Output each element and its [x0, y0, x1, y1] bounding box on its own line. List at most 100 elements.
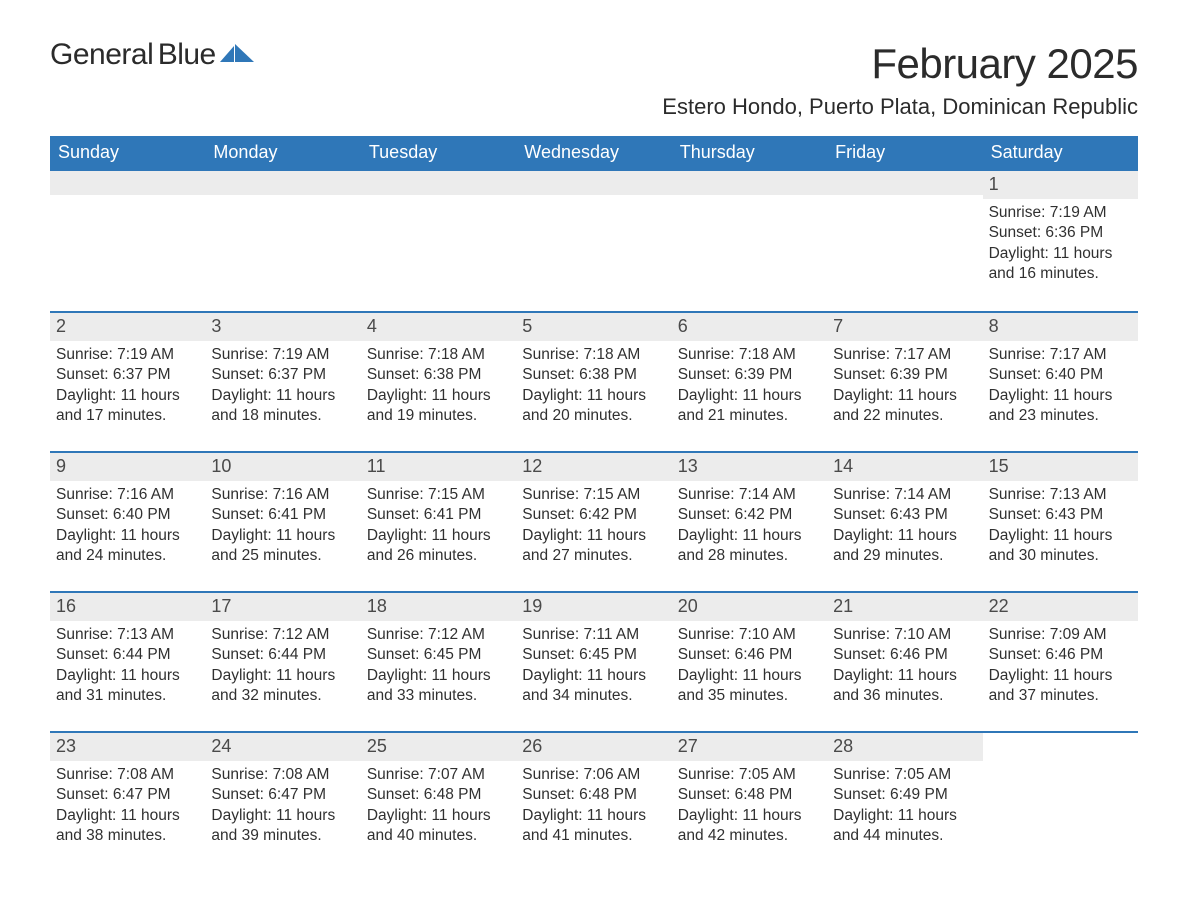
- sunset-text: Sunset: 6:48 PM: [678, 785, 821, 805]
- daylight-text-line2: and 27 minutes.: [522, 546, 665, 566]
- calendar-cell: 4Sunrise: 7:18 AMSunset: 6:38 PMDaylight…: [361, 313, 516, 437]
- daylight-text-line2: and 25 minutes.: [211, 546, 354, 566]
- sunset-text: Sunset: 6:42 PM: [678, 505, 821, 525]
- day-of-week-header: Sunday Monday Tuesday Wednesday Thursday…: [50, 136, 1138, 171]
- daylight-text-line2: and 19 minutes.: [367, 406, 510, 426]
- daylight-text-line1: Daylight: 11 hours: [678, 666, 821, 686]
- daylight-text-line2: and 20 minutes.: [522, 406, 665, 426]
- day-number-band: 5: [516, 313, 671, 341]
- daylight-text-line2: and 31 minutes.: [56, 686, 199, 706]
- sunset-text: Sunset: 6:41 PM: [367, 505, 510, 525]
- calendar-cell: 1Sunrise: 7:19 AMSunset: 6:36 PMDaylight…: [983, 171, 1138, 297]
- sunset-text: Sunset: 6:46 PM: [989, 645, 1132, 665]
- day-number: 2: [56, 316, 66, 336]
- sunrise-text: Sunrise: 7:18 AM: [522, 345, 665, 365]
- daylight-text-line1: Daylight: 11 hours: [989, 386, 1132, 406]
- day-number-band: 17: [205, 593, 360, 621]
- daylight-text-line1: Daylight: 11 hours: [211, 386, 354, 406]
- sunset-text: Sunset: 6:38 PM: [367, 365, 510, 385]
- day-number: 13: [678, 456, 698, 476]
- day-number: 28: [833, 736, 853, 756]
- day-number-band: 8: [983, 313, 1138, 341]
- logo: General Blue: [50, 40, 256, 73]
- calendar-cell: 25Sunrise: 7:07 AMSunset: 6:48 PMDayligh…: [361, 733, 516, 857]
- sunrise-text: Sunrise: 7:18 AM: [367, 345, 510, 365]
- daylight-text-line1: Daylight: 11 hours: [989, 526, 1132, 546]
- day-number: 24: [211, 736, 231, 756]
- day-number-band: 25: [361, 733, 516, 761]
- logo-flag-icon: [220, 40, 256, 73]
- sunset-text: Sunset: 6:47 PM: [56, 785, 199, 805]
- daylight-text-line1: Daylight: 11 hours: [211, 526, 354, 546]
- calendar-week: 23Sunrise: 7:08 AMSunset: 6:47 PMDayligh…: [50, 731, 1138, 857]
- day-number-band: 6: [672, 313, 827, 341]
- daylight-text-line1: Daylight: 11 hours: [678, 386, 821, 406]
- calendar-page: General Blue February 2025 Estero Hondo,…: [0, 0, 1188, 887]
- dow-wednesday: Wednesday: [516, 136, 671, 171]
- sunrise-text: Sunrise: 7:19 AM: [989, 203, 1132, 223]
- calendar-cell: 8Sunrise: 7:17 AMSunset: 6:40 PMDaylight…: [983, 313, 1138, 437]
- day-number-band: 22: [983, 593, 1138, 621]
- calendar-cell: 16Sunrise: 7:13 AMSunset: 6:44 PMDayligh…: [50, 593, 205, 717]
- calendar-cell: 5Sunrise: 7:18 AMSunset: 6:38 PMDaylight…: [516, 313, 671, 437]
- sunrise-text: Sunrise: 7:19 AM: [211, 345, 354, 365]
- day-number-band: 16: [50, 593, 205, 621]
- calendar-cell-empty: [50, 171, 205, 297]
- calendar-week: 16 Sunrise: 7:13 AM Sunset: 6:44 PM Dayligh…: [50, 591, 1138, 717]
- day-number: 22: [989, 596, 1009, 616]
- calendar-week: 1Sunrise: 7:19 AMSunset: 6:36 PMDaylight…: [50, 171, 1138, 297]
- calendar-cell: 3 Sunrise: 7:19 AMSunset: 6:37 PMDaylight…: [205, 313, 360, 437]
- sunrise-text: Sunrise: 7:15 AM: [522, 485, 665, 505]
- daylight-text-line2: and 39 minutes.: [211, 826, 354, 846]
- sunrise-text: Sunrise: 7:13 AM: [56, 625, 199, 645]
- sunset-text: Sunset: 6:47 PM: [211, 785, 354, 805]
- daylight-text-line1: Daylight: 11 hours: [211, 806, 354, 826]
- dow-thursday: Thursday: [672, 136, 827, 171]
- daylight-text-line2: and 23 minutes.: [989, 406, 1132, 426]
- sunrise-text: Sunrise: 7:16 AM: [211, 485, 354, 505]
- day-number: 7: [833, 316, 843, 336]
- day-number-band: 9: [50, 453, 205, 481]
- daylight-text-line1: Daylight: 11 hours: [678, 806, 821, 826]
- day-number: 3: [211, 316, 221, 336]
- day-number: 11: [367, 456, 386, 476]
- calendar-cell: 27Sunrise: 7:05 AMSunset: 6:48 PMDayligh…: [672, 733, 827, 857]
- daylight-text-line1: Daylight: 11 hours: [522, 386, 665, 406]
- calendar-cell: 14Sunrise: 7:14 AMSunset: 6:43 PMDayligh…: [827, 453, 982, 577]
- daylight-text-line1: Daylight: 11 hours: [522, 526, 665, 546]
- daylight-text-line1: Daylight: 11 hours: [989, 666, 1132, 686]
- sunset-text: Sunset: 6:48 PM: [367, 785, 510, 805]
- calendar-cell: 26Sunrise: 7:06 AMSunset: 6:48 PMDayligh…: [516, 733, 671, 857]
- daylight-text-line1: Daylight: 11 hours: [833, 666, 976, 686]
- sunset-text: Sunset: 6:44 PM: [211, 645, 354, 665]
- sunset-text: Sunset: 6:39 PM: [678, 365, 821, 385]
- day-number-band: 18: [361, 593, 516, 621]
- day-number-band: 2: [50, 313, 205, 341]
- day-number: 10: [211, 456, 231, 476]
- sunrise-text: Sunrise: 7:12 AM: [211, 625, 354, 645]
- calendar-cell: 12Sunrise: 7:15 AMSunset: 6:42 PMDayligh…: [516, 453, 671, 577]
- calendar-cell: 13Sunrise: 7:14 AMSunset: 6:42 PMDayligh…: [672, 453, 827, 577]
- sunrise-text: Sunrise: 7:17 AM: [989, 345, 1132, 365]
- sunrise-text: Sunrise: 7:07 AM: [367, 765, 510, 785]
- sunset-text: Sunset: 6:42 PM: [522, 505, 665, 525]
- calendar-cell: 17Sunrise: 7:12 AMSunset: 6:44 PMDayligh…: [205, 593, 360, 717]
- day-number: 5: [522, 316, 532, 336]
- day-number-band: 21: [827, 593, 982, 621]
- sunset-text: Sunset: 6:37 PM: [211, 365, 354, 385]
- sunrise-text: Sunrise: 7:19 AM: [56, 345, 199, 365]
- day-number: 9: [56, 456, 66, 476]
- day-number: 26: [522, 736, 542, 756]
- daylight-text-line1: Daylight: 11 hours: [833, 526, 976, 546]
- daylight-text-line2: and 26 minutes.: [367, 546, 510, 566]
- day-number: 8: [989, 316, 999, 336]
- sunset-text: Sunset: 6:49 PM: [833, 785, 976, 805]
- daylight-text-line1: Daylight: 11 hours: [367, 386, 510, 406]
- daylight-text-line2: and 29 minutes.: [833, 546, 976, 566]
- sunrise-text: Sunrise: 7:11 AM: [522, 625, 665, 645]
- calendar-cell: 7Sunrise: 7:17 AMSunset: 6:39 PMDaylight…: [827, 313, 982, 437]
- day-number-band: [361, 171, 516, 195]
- calendar-cell: 11Sunrise: 7:15 AMSunset: 6:41 PMDayligh…: [361, 453, 516, 577]
- day-number-band: [827, 171, 982, 195]
- calendar-cell: 15Sunrise: 7:13 AMSunset: 6:43 PMDayligh…: [983, 453, 1138, 577]
